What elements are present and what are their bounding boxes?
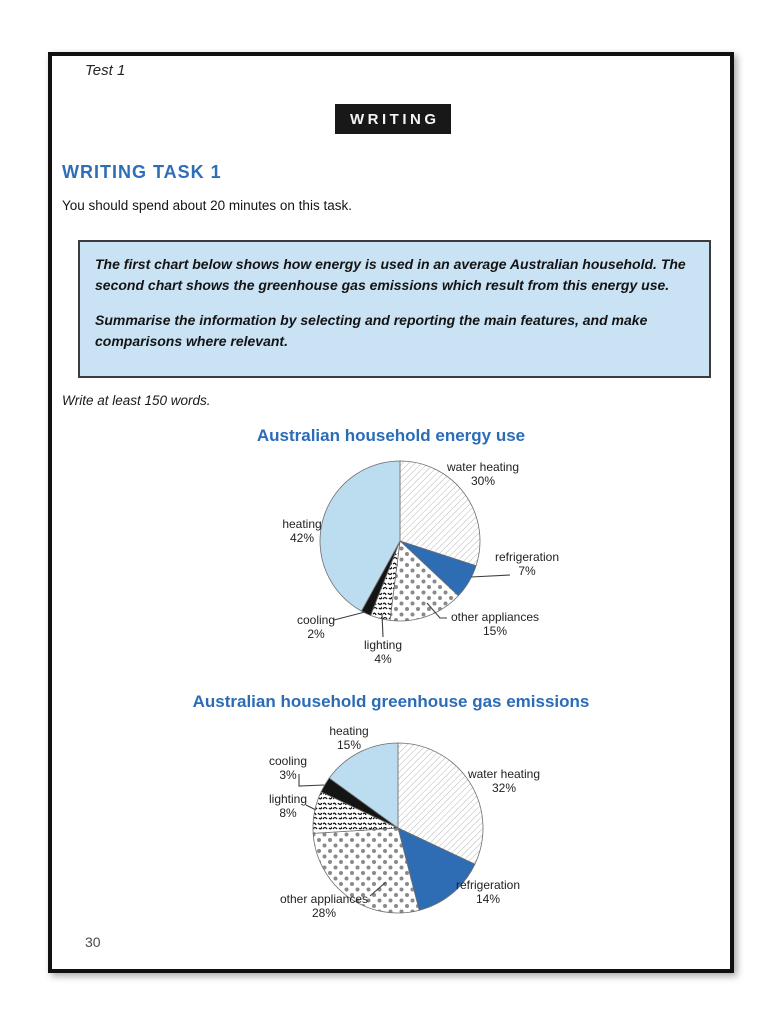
pie2-label-heating-value: 15% bbox=[336, 738, 362, 753]
pie1-label-heating-value: 42% bbox=[289, 531, 315, 546]
pie2-label-refrigeration-text: refrigeration bbox=[455, 878, 521, 892]
leader-lines bbox=[298, 574, 511, 897]
pie1-label-cooling: cooling 2% bbox=[286, 613, 346, 642]
pie2-label-heating: heating 15% bbox=[319, 724, 379, 753]
pie2-label-lighting-text: lighting bbox=[268, 792, 308, 806]
pie1-label-refrigeration-text: refrigeration bbox=[494, 550, 560, 564]
test-page: Test 1 WRITING WRITING TASK 1 You should… bbox=[48, 52, 734, 973]
pie2-label-water-heating-value: 32% bbox=[491, 781, 517, 796]
pie1-label-lighting-value: 4% bbox=[374, 652, 392, 667]
pie2-label-cooling-text: cooling bbox=[268, 754, 308, 768]
chart2-title: Australian household greenhouse gas emis… bbox=[192, 692, 590, 711]
pie2-slice-heating bbox=[328, 742, 399, 829]
pie1-label-other-appliances-value: 15% bbox=[482, 624, 508, 639]
pie1-label-water-heating-text: water heating bbox=[446, 460, 520, 474]
pie2-slice-water-heating bbox=[397, 742, 484, 865]
pie2-label-cooling-value: 3% bbox=[279, 768, 297, 783]
pie1-slice-other-appliances bbox=[389, 540, 459, 622]
pie1-label-cooling-value: 2% bbox=[307, 627, 325, 642]
pie2-label-water-heating: water heating 32% bbox=[460, 767, 548, 796]
pie2-label-other-appliances: other appliances 28% bbox=[274, 892, 374, 921]
pie2-label-water-heating-text: water heating bbox=[467, 767, 541, 781]
pie1-label-water-heating-value: 30% bbox=[470, 474, 496, 489]
pie1-leader-refrigeration bbox=[470, 574, 511, 578]
pie1-label-water-heating: water heating 30% bbox=[440, 460, 526, 489]
page-number: 30 bbox=[85, 934, 101, 950]
chart1-title: Australian household energy use bbox=[256, 426, 526, 445]
pie1-energy-use bbox=[319, 460, 481, 622]
pie1-label-other-appliances: other appliances 15% bbox=[446, 610, 544, 639]
pie2-label-heating-text: heating bbox=[329, 724, 369, 738]
pie2-leader-lighting bbox=[305, 804, 317, 811]
pie2-label-refrigeration-value: 14% bbox=[475, 892, 501, 907]
pie1-label-refrigeration-value: 7% bbox=[518, 564, 536, 579]
pie1-label-heating-text: heating bbox=[282, 517, 322, 531]
pie1-label-heating: heating 42% bbox=[266, 517, 338, 546]
pie2-label-other-appliances-value: 28% bbox=[311, 906, 337, 921]
pie1-label-lighting-text: lighting bbox=[363, 638, 403, 652]
pie1-label-lighting: lighting 4% bbox=[354, 638, 412, 667]
pie1-label-other-appliances-text: other appliances bbox=[450, 610, 540, 624]
pie2-label-lighting-value: 8% bbox=[279, 806, 297, 821]
pie2-label-cooling: cooling 3% bbox=[258, 754, 318, 783]
task-heading: WRITING TASK 1 bbox=[62, 162, 222, 182]
word-count-instruction: Write at least 150 words. bbox=[62, 393, 211, 408]
pie2-label-lighting: lighting 8% bbox=[258, 792, 318, 821]
test-label: Test 1 bbox=[85, 62, 126, 79]
pie2-leader-cooling bbox=[298, 774, 325, 787]
writing-section-banner: WRITING bbox=[335, 104, 451, 134]
pie1-label-refrigeration: refrigeration 7% bbox=[484, 550, 570, 579]
pie1-slice-heating bbox=[319, 460, 401, 612]
prompt-paragraph-2: Summarise the information by selecting a… bbox=[95, 312, 648, 350]
time-instruction: You should spend about 20 minutes on thi… bbox=[62, 198, 352, 213]
pie2-label-refrigeration: refrigeration 14% bbox=[446, 878, 530, 907]
pie1-slice-water-heating bbox=[399, 460, 481, 567]
pie1-leader-lighting bbox=[381, 613, 384, 638]
pie1-label-cooling-text: cooling bbox=[296, 613, 336, 627]
pie1-leader-cooling bbox=[333, 611, 366, 621]
pie2-leader-other-appliances bbox=[369, 881, 387, 897]
prompt-paragraph-1: The first chart below shows how energy i… bbox=[95, 256, 686, 293]
pie-charts-canvas bbox=[298, 460, 511, 914]
pie2-emissions bbox=[312, 742, 484, 914]
task-prompt-box: The first chart below shows how energy i… bbox=[78, 240, 711, 378]
pie2-slice-other-appliances bbox=[312, 827, 420, 914]
pie1-leader-other-appliances bbox=[426, 602, 447, 619]
pie2-slice-refrigeration bbox=[397, 827, 476, 911]
writing-section-banner-label: WRITING bbox=[350, 110, 440, 128]
pie2-label-other-appliances-text: other appliances bbox=[279, 892, 369, 906]
